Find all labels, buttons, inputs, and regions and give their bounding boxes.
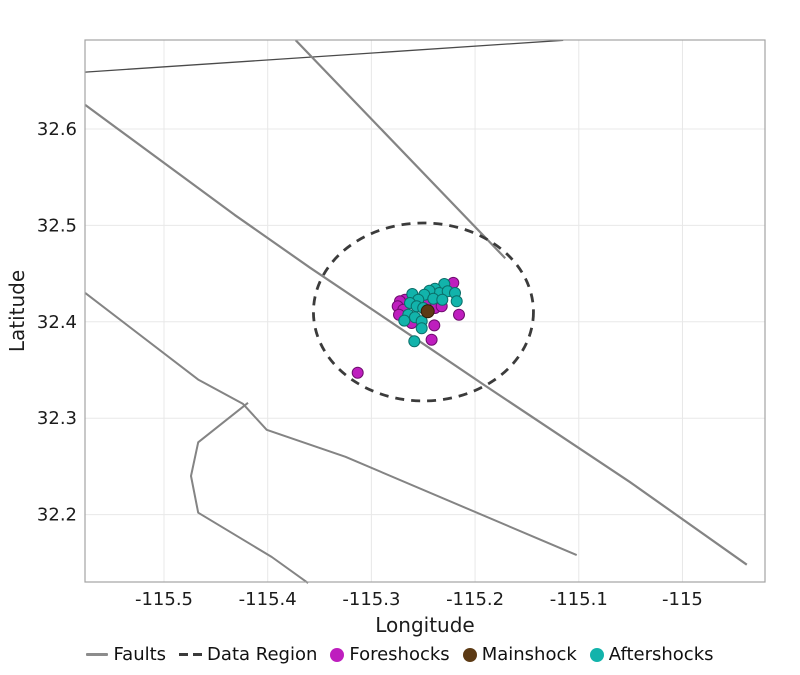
y-tick-label: 32.5 xyxy=(37,215,77,236)
fault-line xyxy=(294,39,506,259)
legend-label: Foreshocks xyxy=(349,644,450,665)
legend: Faults Data Region Foreshocks Mainshock Afte… xyxy=(0,644,800,665)
aftershocks-dot-swatch xyxy=(589,647,604,662)
aftershock-point xyxy=(408,335,421,348)
y-tick-label: 32.3 xyxy=(37,408,77,429)
plot-border xyxy=(84,39,766,583)
foreshocks-dot-swatch xyxy=(330,647,345,662)
x-tick-label: -115.1 xyxy=(550,589,608,610)
data-region-circle xyxy=(312,221,535,403)
data-region-dash-swatch xyxy=(179,653,203,656)
fault-line xyxy=(84,104,748,566)
x-tick-label: -115.4 xyxy=(239,589,297,610)
x-tick-label: -115.2 xyxy=(446,589,504,610)
aftershock-point xyxy=(398,314,411,327)
legend-item-aftershocks: Aftershocks xyxy=(589,644,714,665)
aftershock-point xyxy=(436,293,449,306)
legend-label: Mainshock xyxy=(481,644,577,665)
legend-label: Aftershocks xyxy=(608,644,714,665)
fault-line xyxy=(190,402,309,584)
mainshock-point xyxy=(420,304,435,319)
legend-label: Data Region xyxy=(207,644,318,665)
aftershock-point xyxy=(415,322,428,335)
y-tick-label: 32.6 xyxy=(37,119,77,140)
mainshock-dot-swatch xyxy=(462,647,477,662)
x-axis-title: Longitude xyxy=(375,613,475,637)
legend-label: Faults xyxy=(113,644,167,665)
legend-item-mainshock: Mainshock xyxy=(462,644,577,665)
foreshock-point xyxy=(453,308,465,321)
x-tick-label: -115.5 xyxy=(135,589,193,610)
legend-item-faults: Faults xyxy=(86,644,166,665)
x-tick-label: -115 xyxy=(662,589,703,610)
foreshock-point xyxy=(425,333,438,346)
faults-line-swatch xyxy=(86,653,109,656)
y-axis-title: Latitude xyxy=(5,269,29,353)
foreshock-point xyxy=(351,366,364,379)
x-tick-label: -115.3 xyxy=(342,589,400,610)
y-tick-label: 32.4 xyxy=(37,312,77,333)
foreshock-point xyxy=(428,319,441,332)
fault-line xyxy=(85,39,564,73)
aftershock-point xyxy=(450,295,463,308)
legend-item-foreshocks: Foreshocks xyxy=(330,644,450,665)
y-tick-label: 32.2 xyxy=(37,505,77,526)
legend-item-data-region: Data Region xyxy=(179,644,317,665)
fault-line xyxy=(84,292,578,557)
